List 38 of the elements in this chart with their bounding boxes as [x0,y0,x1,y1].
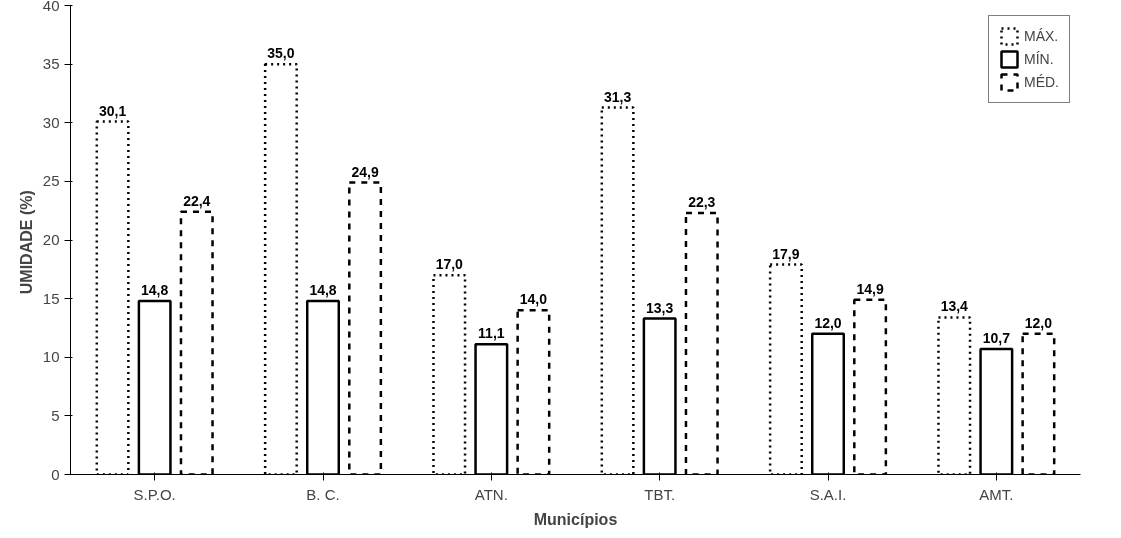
data-label: 14,8 [141,281,169,298]
data-label: 35,0 [267,45,295,62]
y-tick-label: 0 [51,465,60,483]
y-tick-label: 25 [42,172,60,190]
y-tick-label: 30 [42,113,60,131]
y-tick-label: 35 [42,55,60,73]
y-tick-label: 15 [42,289,60,307]
data-label: 12,0 [814,314,842,331]
x-tick-label: S.P.O. [133,485,176,503]
data-label: 10,7 [982,330,1011,347]
x-tick-label: B. C. [306,485,340,503]
data-label: 17,0 [435,256,464,273]
x-tick-label: TBT. [644,485,676,503]
y-tick-label: 5 [51,406,60,424]
data-label: 30,1 [98,102,127,119]
data-label: 14,9 [856,280,884,297]
y-tick-label: 10 [42,348,60,366]
y-axis-title: UMIDADE (%) [17,190,35,295]
data-label: 17,9 [772,245,800,262]
data-label: 22,4 [183,192,211,209]
data-label: 22,3 [688,194,716,211]
data-label: 12,0 [1024,314,1053,331]
data-label: 11,1 [478,325,505,342]
legend-label: MÁX. [1024,28,1059,44]
y-tick-label: 40 [42,0,60,14]
data-label: 31,3 [603,88,632,105]
legend-label: MÉD. [1024,74,1059,90]
data-label: 24,9 [351,163,379,180]
x-tick-label: ATN. [474,485,508,503]
data-label: 14,8 [309,281,337,298]
data-label: 14,0 [519,291,548,308]
legend-label: MÍN. [1024,51,1054,67]
x-axis-title: Municípios [533,510,618,528]
data-label: 13,3 [646,299,674,316]
data-label: 13,4 [940,298,969,315]
y-tick-label: 20 [42,231,60,248]
x-tick-label: AMT. [979,485,1014,503]
x-tick-label: S.A.I. [809,485,847,503]
